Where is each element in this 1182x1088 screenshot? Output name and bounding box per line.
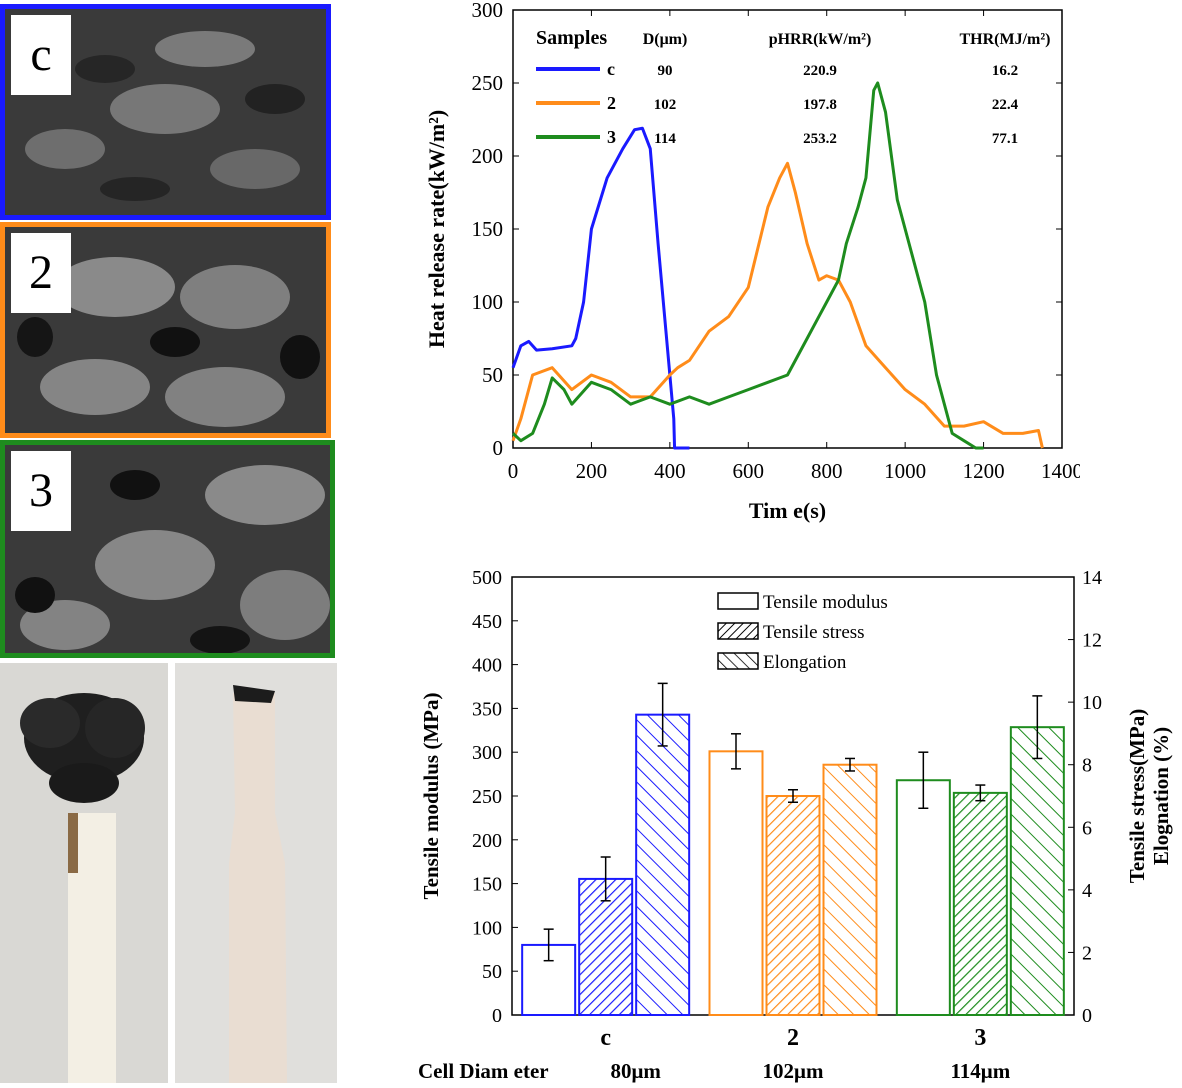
legend-sample-name: 3 — [607, 127, 616, 147]
sem-panel-c: c — [0, 4, 331, 220]
y-tick-label: 300 — [472, 0, 504, 22]
bar-2-tensile-modulus — [708, 750, 764, 1016]
legend-cell: 90 — [658, 63, 673, 79]
legend-swatch — [717, 622, 759, 640]
y2-tick-label: 4 — [1082, 880, 1092, 902]
bar-c-elongation — [635, 713, 691, 1017]
bar-2-elongation — [822, 763, 878, 1016]
y-tick-label: 150 — [472, 217, 504, 241]
x-tick-label: 1400 — [1041, 459, 1080, 483]
legend-header: pHRR(kW/m²) — [769, 31, 872, 48]
legend-header: Samples — [536, 27, 607, 49]
y-axis-label: Tensile modulus (MPa) — [419, 693, 443, 900]
x-tick-label: 800 — [811, 459, 843, 483]
legend-cell: 114 — [654, 131, 676, 147]
sem-label: c — [11, 15, 71, 95]
y-tick-label: 50 — [482, 961, 502, 983]
tensile-properties-chart: 0 50 100 150 200 250 300 350 400 450 500 0 2 4 6 8 10 12 1… — [418, 567, 1173, 1083]
y-tick-label: 400 — [472, 655, 502, 677]
bar-3-tensile-modulus — [895, 779, 951, 1016]
legend-label: Tensile stress — [763, 622, 865, 643]
sem-texture — [17, 257, 320, 427]
y-tick-label: 350 — [472, 698, 502, 720]
x-tick-label: 400 — [654, 459, 686, 483]
heat-release-rate-chart: 0 200 400 600 800 1000 1200 1400 0 50 100 150 200 250… — [424, 0, 1080, 523]
burnt-specimen-photo — [0, 663, 168, 1083]
y2-axis-label-1: Tensile stress(MPa) — [1125, 709, 1149, 883]
series-line-3 — [511, 81, 984, 450]
legend-label: Elongation — [763, 652, 847, 673]
legend-cell: 22.4 — [992, 97, 1019, 113]
y2-tick-label: 14 — [1082, 567, 1102, 589]
y-tick-label: 100 — [472, 290, 504, 314]
legend-cell: 16.2 — [992, 63, 1018, 79]
y2-tick-label: 10 — [1082, 692, 1102, 714]
cell-diameter-value: 80μm — [610, 1059, 661, 1083]
y2-tick-label: 2 — [1082, 942, 1092, 964]
y2-tick-label: 8 — [1082, 755, 1092, 777]
sem-label: 2 — [11, 233, 71, 313]
sem-panel-3: 3 — [0, 440, 335, 658]
y-tick-label: 50 — [482, 363, 503, 387]
category-label: 3 — [974, 1025, 986, 1051]
legend-header: THR(MJ/m²) — [960, 31, 1051, 48]
sem-texture — [15, 465, 330, 653]
intact-specimen-photo — [175, 663, 337, 1083]
legend-cell: 102 — [654, 97, 677, 113]
y-tick-label: 100 — [472, 917, 502, 939]
legend-cell: 197.8 — [803, 97, 837, 113]
bar-3-elongation — [1009, 726, 1065, 1017]
y-tick-label: 0 — [493, 436, 504, 460]
legend-cell: 253.2 — [803, 131, 837, 147]
series-line-c — [511, 126, 690, 450]
y-tick-label: 0 — [492, 1005, 502, 1027]
series-line-2 — [511, 161, 1044, 449]
y2-axis-label-2: Elognation (%) — [1149, 727, 1173, 865]
intact-specimen-drawing — [229, 685, 287, 1083]
sem-label: 3 — [11, 451, 71, 531]
legend-header: D(μm) — [643, 31, 688, 48]
y2-tick-label: 12 — [1082, 630, 1102, 652]
x-axis-label: Tim e(s) — [749, 498, 826, 523]
bar-3-tensile-stress — [952, 791, 1008, 1016]
y-tick-label: 200 — [472, 830, 502, 852]
bar-2-tensile-stress — [765, 795, 821, 1016]
x-tick-label: 0 — [508, 459, 519, 483]
x-tick-label: 1200 — [963, 459, 1005, 483]
x-tick-label: 1000 — [884, 459, 926, 483]
y-tick-label: 250 — [472, 71, 504, 95]
legend-sample-name: c — [607, 59, 615, 79]
y2-tick-label: 0 — [1082, 1005, 1092, 1027]
x-tick-label: 600 — [733, 459, 765, 483]
bar-c-tensile-stress — [578, 877, 634, 1016]
y-tick-label: 200 — [472, 144, 504, 168]
category-label: 2 — [787, 1025, 799, 1051]
y-tick-label: 500 — [472, 567, 502, 589]
y-tick-label: 300 — [472, 742, 502, 764]
cell-diameter-caption: Cell Diam eter — [418, 1059, 549, 1083]
legend-sample-name: 2 — [607, 93, 616, 113]
legend-swatch — [717, 592, 759, 610]
y2-tick-label: 6 — [1082, 817, 1092, 839]
x-tick-label: 200 — [576, 459, 608, 483]
cell-diameter-value: 114μm — [950, 1059, 1010, 1083]
y-tick-label: 250 — [472, 786, 502, 808]
legend-label: Tensile modulus — [763, 592, 888, 613]
sem-texture — [25, 31, 305, 201]
cell-diameter-value: 102μm — [763, 1059, 824, 1083]
legend-cell: 220.9 — [803, 63, 837, 79]
y-tick-label: 450 — [472, 611, 502, 633]
legend-cell: 77.1 — [992, 131, 1018, 147]
legend-swatch — [717, 652, 759, 670]
burnt-specimen-drawing — [20, 693, 145, 1083]
y-axis-label: Heat release rate(kW/m²) — [424, 110, 449, 348]
y-tick-label: 150 — [472, 874, 502, 896]
sem-panel-2: 2 — [0, 222, 331, 438]
category-label: c — [600, 1025, 611, 1051]
